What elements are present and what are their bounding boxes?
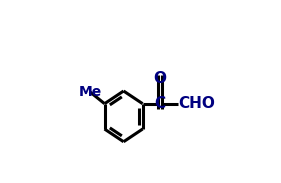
Text: Me: Me <box>79 85 103 99</box>
Text: CHO: CHO <box>178 96 216 111</box>
Text: C: C <box>155 96 166 111</box>
Text: O: O <box>154 71 167 86</box>
